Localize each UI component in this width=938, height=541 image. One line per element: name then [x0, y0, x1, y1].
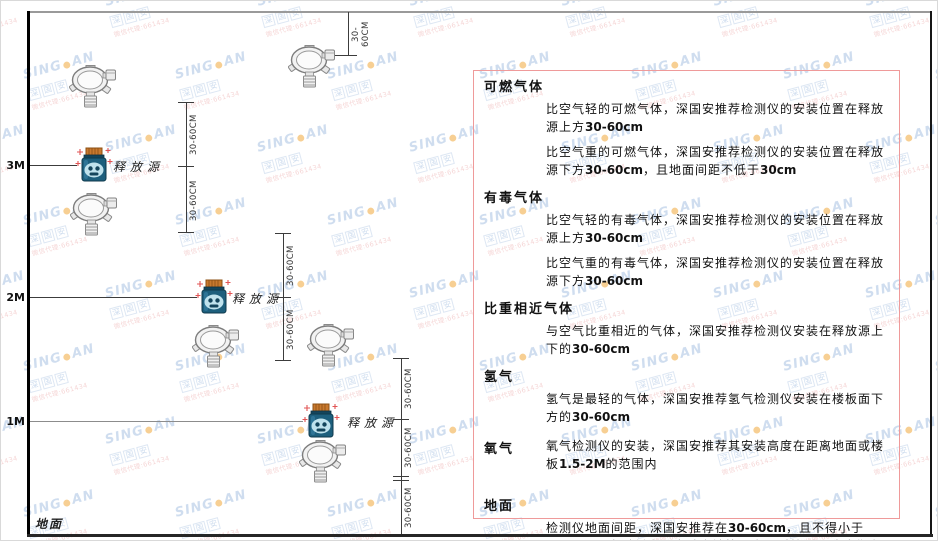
dim-tick: [178, 232, 194, 233]
release-source-icon: [194, 279, 234, 315]
panel-section: 可燃气体 比空气轻的可燃气体，深国安推荐检测仪的安装位置在释放源上方30-60cm…: [484, 76, 891, 179]
gas-detector-icon: [299, 440, 347, 484]
panel-section-heading: 比重相近气体: [484, 302, 575, 317]
release-source-label: 释放源: [113, 160, 165, 174]
dim-tick: [275, 233, 291, 234]
dim-tick: [178, 102, 194, 103]
gas-detector-icon: [192, 325, 240, 369]
dim-label-30-60cm: 30-60CM: [404, 368, 414, 410]
panel-paragraph: 比空气重的有毒气体，深国安推荐检测仪的安装位置在释放源下方30-60cm: [546, 256, 885, 288]
dim-label-30-60cm: 30-60CM: [189, 114, 199, 156]
panel-section: 氧气 氧气检测仪的安装，深国安推荐其安装高度在距离地面或楼板1.5-2M的范围内: [484, 438, 891, 481]
right-wall-line: [930, 11, 932, 536]
release-source-icon: [301, 403, 341, 439]
panel-section-heading: 氧气: [484, 442, 515, 457]
panel-paragraph: 氧气检测仪的安装，深国安推荐其安装高度在距离地面或楼板1.5-2M的范围内: [546, 439, 885, 471]
gas-detector-icon: [70, 193, 118, 237]
left-wall-line: [27, 11, 30, 536]
panel-section-heading: 有毒气体: [484, 191, 545, 206]
dim-tick: [328, 55, 357, 56]
panel-section: 比重相近气体与空气比重相近的气体，深国安推荐检测仪安装在释放源上下的30-60c…: [484, 298, 891, 358]
dim-tick: [275, 297, 291, 298]
dim-line-ceiling: [348, 12, 349, 56]
dim-tick: [178, 166, 194, 167]
panel-paragraph: 比空气重的可燃气体，深国安推荐检测仪的安装位置在释放源下方30-60cm，且地面…: [546, 145, 885, 177]
panel-paragraph: 氢气是最轻的气体，深国安推荐氢气检测仪安装在楼板面下方的30-60cm: [546, 392, 885, 424]
dim-label-30-60cm: 30-60CM: [189, 180, 199, 221]
dim-label-30-60cm: 30-60CM: [404, 427, 414, 469]
axis-label-3m: 3M: [6, 159, 25, 172]
dim-tick: [393, 358, 409, 359]
leader-1m: [30, 421, 303, 422]
release-source-label: 释放源: [232, 292, 284, 306]
panel-section: 地面检测仪地面间距，深国安推荐在30-60cm，且不得小于30cm，因为过低容易…: [484, 495, 891, 540]
dim-label-30-60cm: 30-60CM: [404, 487, 414, 528]
ground-label: 地面: [35, 517, 64, 531]
dim-tick: [393, 476, 409, 477]
leader-2m: [30, 297, 197, 298]
ground-line: [27, 534, 933, 537]
panel-paragraph: 检测仪地面间距，深国安推荐在30-60cm，且不得小于30cm，因为过低容易水溅…: [546, 521, 880, 540]
panel-paragraph: 比空气轻的可燃气体，深国安推荐检测仪的安装位置在释放源上方30-60cm: [546, 102, 885, 134]
panel-paragraph: 与空气比重相近的气体，深国安推荐检测仪安装在释放源上下的30-60cm: [546, 324, 885, 356]
dim-tick: [275, 360, 291, 361]
panel-section-heading: 地面: [484, 499, 515, 514]
panel-section: 有毒气体 比空气轻的有毒气体，深国安推荐检测仪的安装位置在释放源上方30-60cm…: [484, 187, 891, 290]
dim-label-30-60cm: 30-60CM: [286, 245, 296, 286]
panel-section-heading: 氢气: [484, 370, 515, 385]
panel-section-heading: 可燃气体: [484, 80, 545, 95]
ceiling-line: [28, 11, 931, 13]
gas-detector-icon: [307, 324, 355, 368]
panel-paragraph: 比空气轻的有毒气体，深国安推荐检测仪的安装位置在释放源上方30-60cm: [546, 213, 885, 245]
dim-tick: [393, 480, 409, 481]
leader-3m: [30, 165, 77, 166]
release-source-icon: [74, 147, 114, 183]
axis-label-1m: 1M: [6, 415, 25, 428]
release-source-label: 释放源: [347, 416, 399, 430]
installation-notes-panel: 可燃气体 比空气轻的可燃气体，深国安推荐检测仪的安装位置在释放源上方30-60cm…: [473, 70, 900, 540]
dim-line-3m: [186, 102, 187, 233]
gas-detector-icon: [69, 65, 117, 109]
dim-line-1m: [401, 358, 402, 534]
gas-detector-icon: [288, 45, 336, 89]
dim-tick: [393, 419, 409, 420]
axis-label-2m: 2M: [6, 291, 25, 304]
panel-section: 氢气氢气是最轻的气体，深国安推荐氢气检测仪安装在楼板面下方的30-60cm: [484, 366, 891, 426]
dim-label-30-60cm: 30-60CM: [351, 21, 371, 47]
dim-label-30-60cm: 30-60CM: [286, 309, 296, 350]
